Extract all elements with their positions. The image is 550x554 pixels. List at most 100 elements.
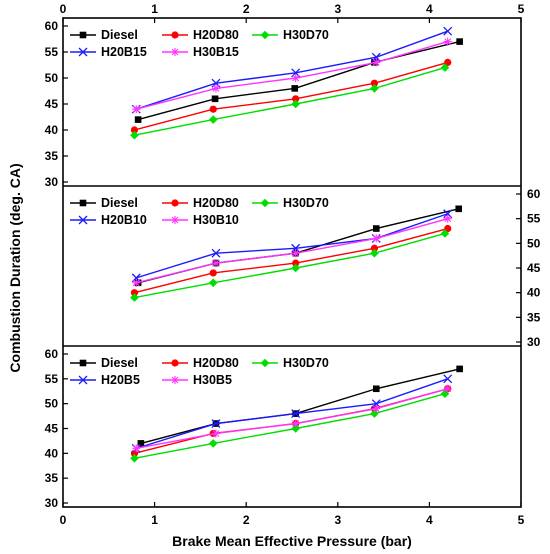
data-point (130, 289, 139, 297)
x-tick-label: 1 (151, 2, 158, 16)
data-point (208, 115, 218, 124)
y-tick-label: 60 (45, 19, 59, 33)
legend-item: H30B10 (162, 213, 239, 227)
series-h30b15 (132, 37, 452, 114)
y-tick-label: 35 (45, 149, 59, 163)
y-tick-label: 55 (527, 212, 541, 226)
data-point (171, 31, 179, 39)
series-h20d80 (130, 224, 452, 297)
y-tick-label: 50 (527, 236, 541, 250)
y-tick-label: 40 (45, 123, 59, 137)
y-axis-title: Combustion Duration (deg. CA) (7, 163, 23, 372)
legend-label: H20D80 (193, 28, 239, 42)
x-tick-label: 3 (334, 513, 341, 527)
x-axis-title: Brake Mean Effective Pressure (bar) (172, 533, 412, 549)
series-line (134, 388, 448, 455)
data-point (370, 79, 379, 87)
data-point (260, 358, 270, 368)
legend-label: H20B15 (101, 45, 147, 59)
data-point (78, 215, 88, 225)
legend-layer: Diesel H20D80 H30D70 H20B15 H30B15 Diesel H20D… (70, 28, 329, 387)
data-point (372, 385, 380, 393)
y-tick-label: 45 (45, 97, 59, 111)
data-point (130, 130, 139, 140)
data-point (132, 105, 141, 114)
data-point (211, 429, 220, 438)
data-point (211, 95, 219, 103)
y-tick-label: 45 (45, 422, 59, 436)
data-point (171, 199, 179, 207)
x-tick-label: 3 (334, 2, 341, 16)
data-point (79, 31, 87, 39)
data-point (291, 74, 300, 82)
data-point (211, 259, 220, 268)
x-tick-label: 4 (426, 2, 433, 16)
x-tick-label: 1 (151, 513, 158, 527)
data-point (209, 105, 217, 113)
data-point (292, 95, 300, 103)
series-line (134, 66, 446, 136)
data-point (132, 278, 141, 287)
series-line (136, 217, 448, 284)
data-point (370, 248, 379, 258)
plot-border (62, 17, 522, 508)
data-point (79, 359, 87, 367)
legend-panel-1: Diesel H20D80 H30D70 H20B15 H30B15 (70, 28, 329, 59)
y-tick-label: 40 (527, 286, 541, 300)
legend-label: Diesel (101, 196, 138, 210)
y-tick-label: 50 (45, 71, 59, 85)
legend-label: H30B15 (193, 45, 239, 59)
data-point (211, 248, 221, 258)
data-point (211, 84, 220, 93)
series-h20d80 (130, 58, 452, 134)
y-tick-label: 30 (527, 335, 541, 349)
series-diesel (137, 365, 463, 447)
x-tick-label: 0 (60, 2, 67, 16)
data-point (443, 214, 452, 223)
data-point (440, 63, 450, 72)
legend-item: H20D80 (162, 356, 239, 370)
data-point (444, 58, 452, 66)
x-tick-label: 5 (518, 2, 525, 16)
data-point (455, 205, 463, 213)
data-point (440, 389, 450, 399)
data-point (372, 225, 380, 232)
data-point (372, 58, 381, 67)
y-tick-label: 50 (45, 397, 59, 411)
legend-item: H20B5 (70, 373, 140, 387)
series-h30b5 (132, 384, 452, 453)
series-line (134, 232, 446, 299)
y-tick-label: 45 (527, 261, 541, 275)
data-point (372, 234, 381, 243)
legend-item: H30D70 (252, 356, 329, 370)
legend-label: H30D70 (283, 28, 329, 42)
y-tick-label: 35 (45, 471, 59, 485)
data-point (370, 244, 379, 252)
y-tick-label: 35 (527, 310, 541, 324)
series-h30d70 (130, 229, 450, 302)
data-point (443, 37, 452, 46)
data-point (78, 375, 88, 385)
legend-label: Diesel (101, 356, 138, 370)
data-point (372, 404, 381, 413)
legend-item: H20D80 (162, 196, 239, 210)
x-tick-label: 4 (426, 513, 433, 527)
data-point (291, 99, 300, 109)
x-tick-label: 2 (243, 513, 250, 527)
series-line (136, 378, 448, 450)
data-point (134, 116, 142, 123)
legend-item: Diesel (70, 196, 138, 210)
x-tick-label: 2 (243, 2, 250, 16)
data-point (79, 199, 87, 207)
data-point (171, 48, 179, 56)
series-h30d70 (130, 63, 450, 140)
series-line (134, 227, 448, 294)
data-point (443, 374, 453, 384)
data-point (260, 198, 270, 208)
data-point (171, 359, 179, 367)
data-point (130, 126, 139, 134)
legend-item: H30B5 (162, 373, 232, 387)
data-point (209, 269, 217, 277)
legend-item: H30D70 (252, 28, 329, 42)
series-layer (130, 26, 463, 463)
